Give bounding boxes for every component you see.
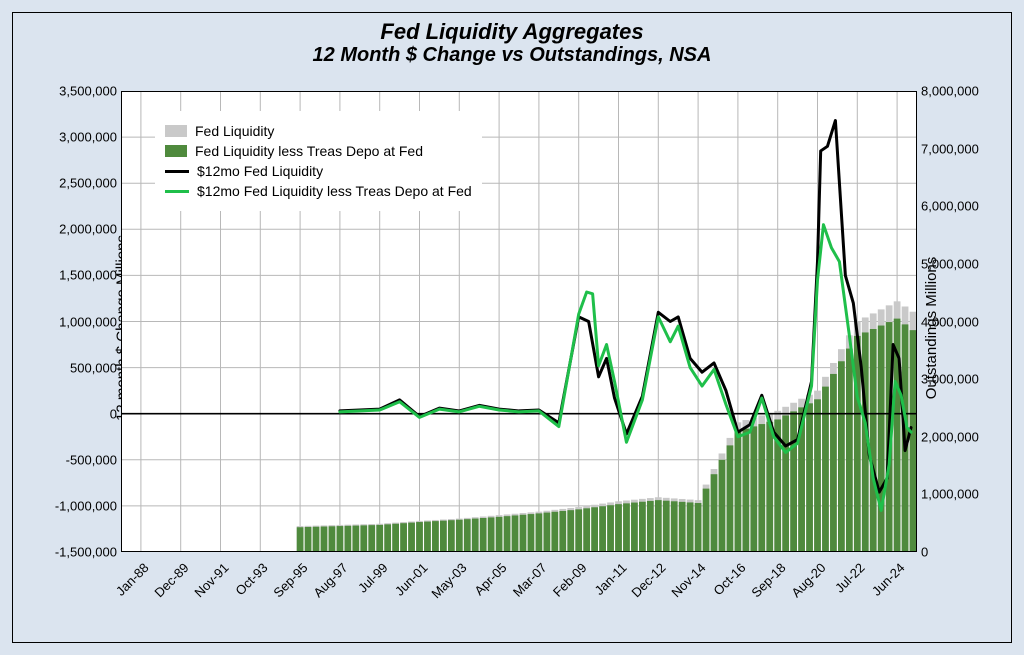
plot-area: Fed Liquidity Fed Liquidity less Treas De… <box>121 91 917 552</box>
legend-swatch-bar <box>165 125 187 137</box>
xtick: Jan-11 <box>591 560 629 598</box>
xtick: Jan-88 <box>113 560 152 599</box>
legend-swatch-line <box>165 190 189 193</box>
ytick-right: 1,000,000 <box>921 487 1011 502</box>
plot-wrap: Fed Liquidity Fed Liquidity less Treas De… <box>121 91 917 552</box>
xtick: Feb-09 <box>550 560 590 600</box>
ytick-left: 3,500,000 <box>17 84 117 99</box>
xtick: Apr-05 <box>471 560 509 598</box>
legend-label: Fed Liquidity less Treas Depo at Fed <box>195 143 423 159</box>
xtick: Nov-91 <box>191 560 231 600</box>
chart-title: Fed Liquidity Aggregates <box>13 19 1011 44</box>
xtick: Oct-16 <box>710 560 748 598</box>
xtick: Oct-93 <box>233 560 271 598</box>
legend-swatch-bar <box>165 145 187 157</box>
ytick-left: 2,000,000 <box>17 222 117 237</box>
xtick: Jun-01 <box>391 560 430 599</box>
ytick-right: 8,000,000 <box>921 84 1011 99</box>
legend-item: $12mo Fed Liquidity less Treas Depo at F… <box>165 183 472 199</box>
ytick-right: 5,000,000 <box>921 256 1011 271</box>
xtick: Jul-99 <box>355 560 391 596</box>
chart-panel: Fed Liquidity Aggregates 12 Month $ Chan… <box>12 12 1012 643</box>
legend-label: $12mo Fed Liquidity <box>197 163 323 179</box>
ytick-left: 500,000 <box>17 360 117 375</box>
xtick: Aug-20 <box>788 560 828 600</box>
ytick-right: 4,000,000 <box>921 314 1011 329</box>
ytick-right: 6,000,000 <box>921 199 1011 214</box>
xtick: Aug-97 <box>310 560 350 600</box>
ytick-left: 1,500,000 <box>17 268 117 283</box>
xtick: Sep-95 <box>270 560 310 600</box>
xtick: Jun-24 <box>869 560 908 599</box>
ytick-left: 2,500,000 <box>17 176 117 191</box>
legend-swatch-line <box>165 170 189 173</box>
xtick: May-03 <box>429 560 470 601</box>
legend-item: $12mo Fed Liquidity <box>165 163 472 179</box>
xtick: Nov-14 <box>668 560 708 600</box>
ytick-right: 0 <box>921 545 1011 560</box>
page-outer: Fed Liquidity Aggregates 12 Month $ Chan… <box>0 0 1024 655</box>
ytick-right: 3,000,000 <box>921 372 1011 387</box>
xtick: Sep-18 <box>748 560 788 600</box>
legend-item: Fed Liquidity less Treas Depo at Fed <box>165 143 472 159</box>
chart-titles: Fed Liquidity Aggregates 12 Month $ Chan… <box>13 13 1011 67</box>
legend-item: Fed Liquidity <box>165 123 472 139</box>
xtick: Dec-12 <box>629 560 669 600</box>
legend-label: $12mo Fed Liquidity less Treas Depo at F… <box>197 183 472 199</box>
chart-subtitle: 12 Month $ Change vs Outstandings, NSA <box>13 44 1011 67</box>
ytick-right: 2,000,000 <box>921 429 1011 444</box>
ytick-left: -1,000,000 <box>17 498 117 513</box>
chart-legend: Fed Liquidity Fed Liquidity less Treas De… <box>155 111 482 211</box>
ytick-left: -1,500,000 <box>17 545 117 560</box>
ytick-left: -500,000 <box>17 452 117 467</box>
ytick-left: 0 <box>17 406 117 421</box>
xtick: Jul-22 <box>832 560 868 596</box>
ytick-left: 1,000,000 <box>17 314 117 329</box>
xtick: Mar-07 <box>510 560 550 600</box>
xtick: Dec-89 <box>151 560 191 600</box>
legend-label: Fed Liquidity <box>195 123 274 139</box>
ytick-left: 3,000,000 <box>17 130 117 145</box>
ytick-right: 7,000,000 <box>921 141 1011 156</box>
